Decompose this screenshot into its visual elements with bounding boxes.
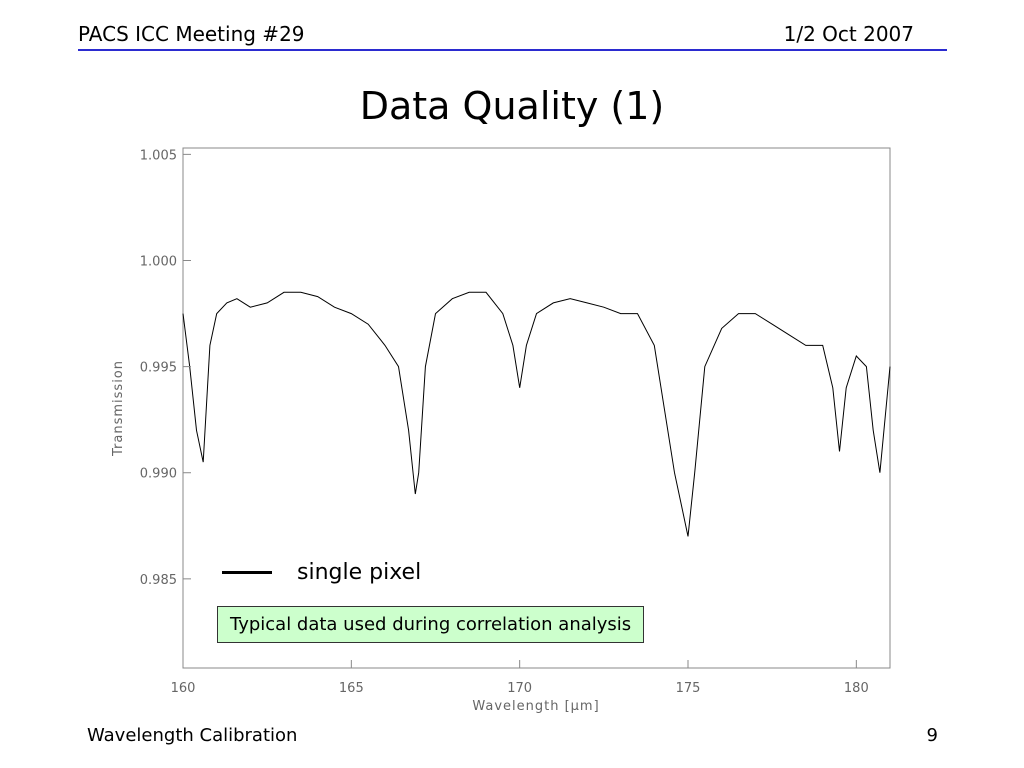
y-tick-label: 1.000 — [140, 254, 177, 269]
header-rule — [78, 49, 947, 51]
annotation-box: Typical data used during correlation ana… — [217, 606, 645, 643]
x-axis-label: Wavelength [μm] — [472, 699, 599, 714]
y-axis-ticks: 0.985 0.990 0.995 1.000 1.005 — [140, 148, 191, 588]
trace-group — [182, 291, 891, 537]
y-axis-label: Transmission — [111, 360, 126, 457]
legend: single pixel — [222, 560, 421, 585]
y-tick-label: 0.990 — [140, 467, 177, 482]
x-tick-label: 170 — [507, 681, 532, 696]
y-tick-label: 0.995 — [140, 361, 177, 376]
x-axis-ticks: 160 165 170 175 180 — [171, 660, 869, 696]
x-tick-label: 175 — [676, 681, 701, 696]
x-tick-label: 160 — [171, 681, 196, 696]
y-tick-label: 0.985 — [140, 573, 177, 588]
series-line-0 — [182, 291, 891, 537]
page-number: 9 — [926, 725, 938, 746]
legend-label: single pixel — [297, 560, 422, 585]
footer-section-title: Wavelength Calibration — [87, 725, 298, 746]
plot-frame — [182, 147, 891, 669]
slide-title: Data Quality (1) — [359, 84, 665, 128]
y-tick-label: 1.005 — [140, 148, 177, 163]
legend-line-swatch — [222, 571, 272, 574]
header-meeting-title: PACS ICC Meeting #29 — [78, 22, 305, 46]
x-tick-label: 180 — [844, 681, 869, 696]
x-tick-label: 165 — [339, 681, 364, 696]
header-date: 1/2 Oct 2007 — [783, 22, 914, 46]
